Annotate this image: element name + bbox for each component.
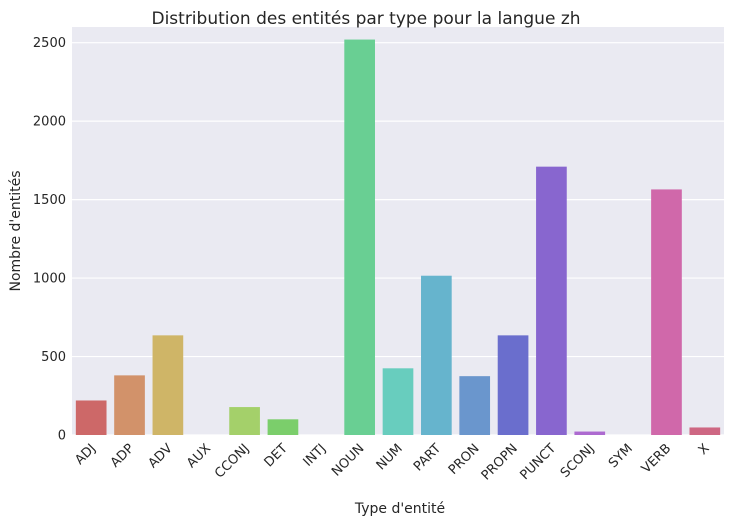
x-tick-label: CCONJ bbox=[212, 441, 252, 481]
y-tick-label: 1500 bbox=[33, 193, 66, 208]
y-tick-label: 2500 bbox=[33, 36, 66, 51]
bar-det bbox=[267, 419, 299, 435]
bar-propn bbox=[497, 335, 529, 435]
bar-cconj bbox=[229, 407, 260, 435]
x-tick-label: PART bbox=[411, 441, 444, 474]
x-tick-label: ADJ bbox=[72, 441, 99, 468]
bar-adp bbox=[114, 375, 145, 435]
bar-adj bbox=[75, 400, 107, 435]
bar-num bbox=[382, 368, 414, 435]
y-tick-label: 500 bbox=[41, 350, 66, 365]
x-axis-title: Type d'entité bbox=[354, 501, 445, 517]
x-tick-label: VERB bbox=[639, 441, 674, 476]
bar-sconj bbox=[574, 431, 606, 435]
x-tick-label: NUM bbox=[374, 441, 406, 473]
x-tick-label: ADV bbox=[146, 441, 176, 471]
x-tick-label: SCONJ bbox=[558, 441, 598, 481]
y-tick-label: 2000 bbox=[33, 115, 66, 130]
chart-title: Distribution des entités par type pour l… bbox=[151, 9, 580, 29]
x-tick-label: NOUN bbox=[329, 441, 367, 479]
y-tick-label: 0 bbox=[58, 429, 66, 444]
bar-noun bbox=[344, 39, 375, 436]
x-tick-label: SYM bbox=[606, 441, 636, 471]
x-tick-label: X bbox=[696, 441, 713, 458]
x-tick-label: DET bbox=[262, 441, 291, 470]
bar-punct bbox=[536, 166, 567, 435]
x-tick-label: PUNCT bbox=[517, 441, 559, 483]
x-tick-label: ADP bbox=[108, 441, 138, 471]
bar-verb bbox=[651, 189, 682, 435]
y-tick-labels: 0 500 1000 1500 2000 2500 bbox=[33, 36, 66, 443]
bar-adv bbox=[152, 335, 184, 435]
bar-x bbox=[689, 427, 721, 435]
y-axis-title: Nombre d'entités bbox=[8, 170, 24, 291]
bars bbox=[75, 39, 721, 436]
x-tick-label: PROPN bbox=[479, 441, 521, 483]
y-tick-label: 1000 bbox=[33, 272, 66, 287]
bar-part bbox=[421, 275, 452, 435]
x-tick-label: AUX bbox=[184, 441, 214, 471]
x-tick-label: INTJ bbox=[301, 441, 330, 470]
x-tick-label: PRON bbox=[446, 441, 483, 478]
bar-pron bbox=[459, 376, 491, 435]
